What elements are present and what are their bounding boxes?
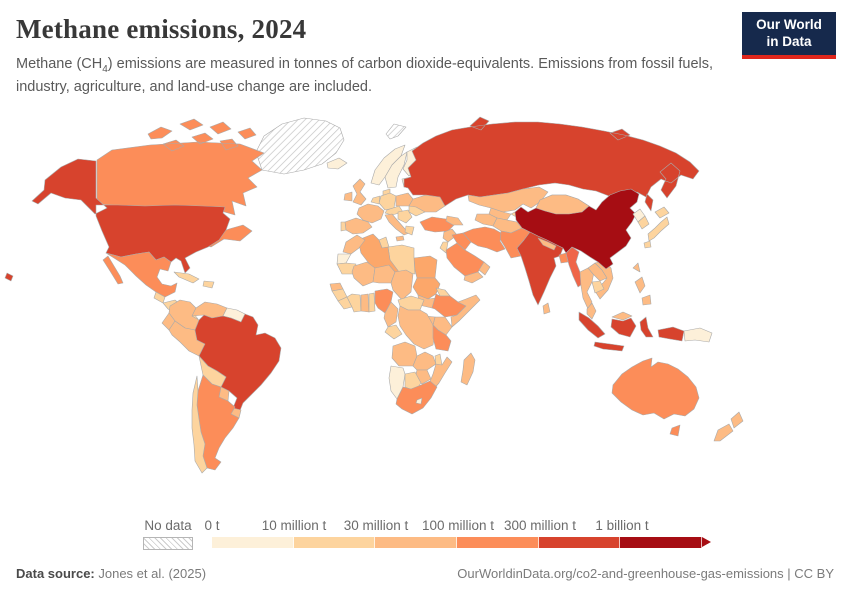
country-united-kingdom[interactable] (352, 178, 367, 206)
license-credit[interactable]: OurWorldinData.org/co2-and-greenhouse-ga… (457, 566, 834, 581)
data-source-note: Data source: Jones et al. (2025) (16, 566, 206, 581)
page-title: Methane emissions, 2024 (16, 14, 307, 44)
country-indonesia[interactable] (578, 311, 685, 352)
country-chile[interactable] (191, 375, 208, 474)
owid-logo-line1: Our World (756, 17, 822, 32)
chart-subtitle: Methane (CH4) emissions are measured in … (16, 56, 714, 95)
country-iran[interactable] (462, 226, 506, 253)
legend-tick-1: 10 million t (261, 518, 327, 533)
country-taiwan[interactable] (632, 262, 641, 273)
country-sweden[interactable] (384, 151, 408, 189)
country-greenland[interactable] (255, 117, 345, 175)
country-spain[interactable] (344, 217, 373, 235)
legend-arrow (702, 537, 711, 547)
legend-tick-3: 100 million t (421, 518, 495, 533)
country-caucasus[interactable] (445, 215, 464, 226)
country-south-africa[interactable] (395, 380, 438, 415)
country-chad[interactable] (390, 269, 414, 301)
legend-no-data-swatch[interactable] (143, 537, 193, 550)
country-new-zealand[interactable] (713, 411, 744, 442)
country-tanzania[interactable] (432, 324, 452, 352)
country-ireland[interactable] (343, 191, 353, 202)
country-portugal[interactable] (340, 221, 347, 232)
country-syria-levant[interactable] (442, 228, 458, 243)
map-legend: No data 0 t 10 million t 30 million t 100 m… (0, 515, 850, 555)
chart-header: Methane emissions, 2024 Methane (CH4) em… (16, 14, 726, 97)
country-ivory-coast[interactable] (346, 293, 362, 313)
country-iraq[interactable] (451, 232, 472, 251)
country-dr-congo[interactable] (397, 305, 436, 350)
country-mali[interactable] (351, 261, 376, 287)
country-cuba[interactable] (173, 271, 200, 284)
country-iceland[interactable] (326, 157, 348, 170)
owid-logo-line2: in Data (766, 33, 812, 49)
country-sri-lanka[interactable] (542, 302, 551, 315)
country-philippines[interactable] (634, 276, 652, 306)
country-france[interactable] (356, 203, 385, 224)
country-angola[interactable] (391, 341, 418, 367)
legend-bin-5[interactable] (620, 537, 703, 548)
country-togo-benin[interactable] (368, 292, 376, 313)
legend-tick-0: 0 t (204, 518, 220, 533)
legend-bin-0[interactable] (212, 537, 294, 548)
country-hispaniola[interactable] (202, 280, 215, 289)
country-western-sahara[interactable] (336, 253, 352, 265)
country-egypt[interactable] (413, 255, 438, 279)
country-cambodia[interactable] (591, 280, 605, 294)
legend-bar[interactable] (212, 537, 703, 548)
country-yemen[interactable] (463, 271, 484, 284)
country-kazakhstan[interactable] (467, 186, 549, 213)
country-venezuela[interactable] (191, 301, 228, 319)
data-source-label: Data source: (16, 566, 95, 581)
country-lesotho[interactable] (415, 397, 423, 405)
country-benelux[interactable] (370, 195, 381, 205)
country-greece[interactable] (404, 225, 415, 236)
country-japan[interactable] (643, 206, 670, 249)
country-malaysia[interactable] (586, 302, 633, 321)
country-morocco[interactable] (342, 234, 366, 255)
country-south-korea[interactable] (637, 215, 650, 230)
legend-bin-1[interactable] (293, 537, 376, 548)
country-ghana[interactable] (360, 293, 370, 313)
country-nepal[interactable] (537, 237, 557, 251)
chart-footer: Data source: Jones et al. (2025) OurWorl… (0, 566, 850, 581)
legend-tick-4: 300 million t (503, 518, 577, 533)
data-source-value: Jones et al. (2025) (94, 566, 207, 581)
country-mongolia[interactable] (535, 194, 590, 215)
legend-bin-4[interactable] (538, 537, 621, 548)
country-russia[interactable] (403, 116, 700, 212)
legend-bin-3[interactable] (457, 537, 539, 548)
legend-ticks: 0 t 10 million t 30 million t 100 million t… (204, 518, 712, 534)
owid-logo[interactable]: Our World in Data (742, 12, 836, 59)
country-india[interactable] (516, 231, 564, 306)
country-mexico[interactable] (102, 251, 178, 298)
country-germany[interactable] (378, 192, 397, 211)
country-svalbard[interactable] (385, 123, 407, 140)
country-papua-new-guinea[interactable] (683, 327, 713, 343)
legend-tick-2: 30 million t (343, 518, 409, 533)
country-gabon-congo[interactable] (384, 324, 403, 340)
country-sudan[interactable] (412, 277, 441, 300)
legend-bin-2[interactable] (375, 537, 458, 548)
country-somalia[interactable] (450, 294, 481, 328)
country-oman[interactable] (478, 261, 491, 276)
ch4-subscript: 4 (102, 63, 108, 75)
legend-tick-5: 1 billion t (595, 518, 649, 533)
country-balkans[interactable] (397, 209, 413, 224)
country-norway[interactable] (370, 144, 406, 186)
country-madagascar[interactable] (460, 352, 476, 386)
legend-no-data-label: No data (144, 518, 192, 533)
country-australia[interactable] (611, 357, 700, 437)
